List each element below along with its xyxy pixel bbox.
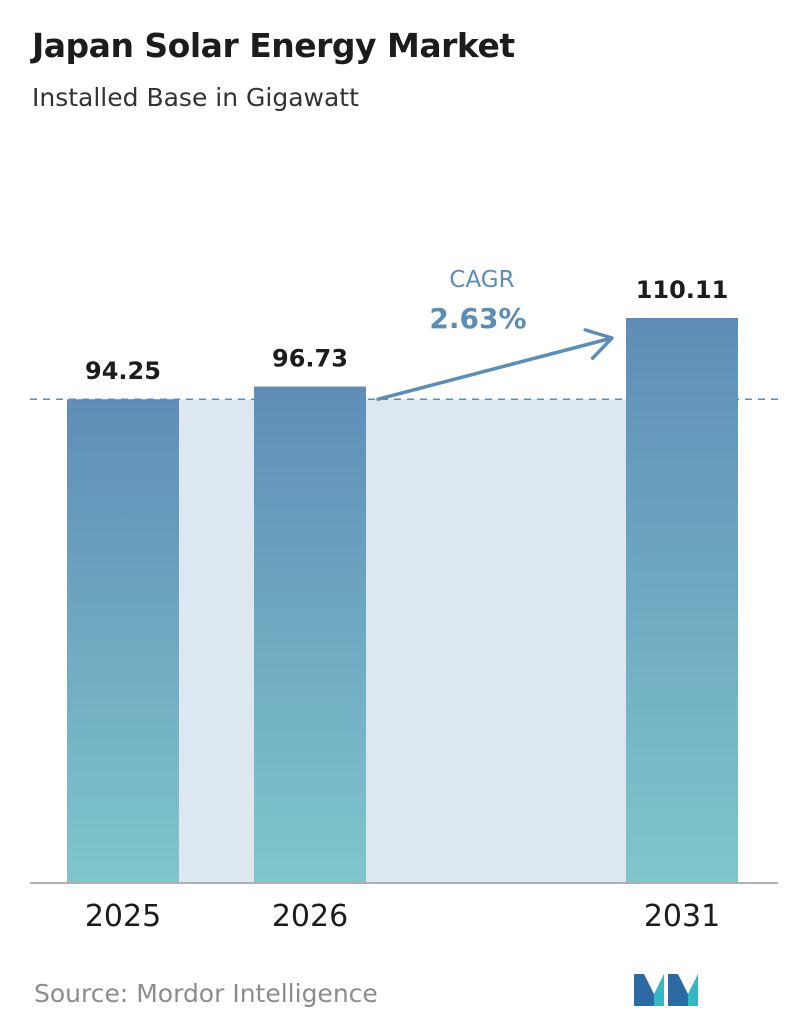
bars — [67, 318, 738, 882]
value-labels: 94.25 96.73 110.11 — [85, 276, 728, 385]
mordor-intelligence-logo — [634, 974, 698, 1006]
cagr-annotation: CAGR 2.63% — [376, 267, 614, 401]
bar-2025 — [67, 399, 179, 882]
tick-label-2025: 2025 — [85, 899, 161, 934]
tick-label-2031: 2031 — [644, 899, 720, 934]
tick-label-2026: 2026 — [272, 899, 348, 934]
source-text: Source: Mordor Intelligence — [34, 979, 378, 1008]
bar-2031 — [626, 318, 738, 882]
cagr-value: 2.63% — [429, 302, 526, 335]
chart-title: Japan Solar Energy Market — [32, 26, 515, 65]
cagr-arrow — [376, 328, 614, 401]
value-label-2025: 94.25 — [85, 357, 161, 385]
bar-2026 — [254, 386, 366, 882]
value-label-2026: 96.73 — [272, 345, 348, 373]
cagr-label: CAGR — [449, 267, 514, 293]
chart-area: 94.25 96.73 110.11 2025 2026 2031 CAGR 2.63% — [30, 267, 780, 934]
value-label-2031: 110.11 — [636, 276, 729, 304]
chart-subtitle: Installed Base in Gigawatt — [32, 83, 359, 112]
x-tick-labels: 2025 2026 2031 — [85, 899, 720, 934]
